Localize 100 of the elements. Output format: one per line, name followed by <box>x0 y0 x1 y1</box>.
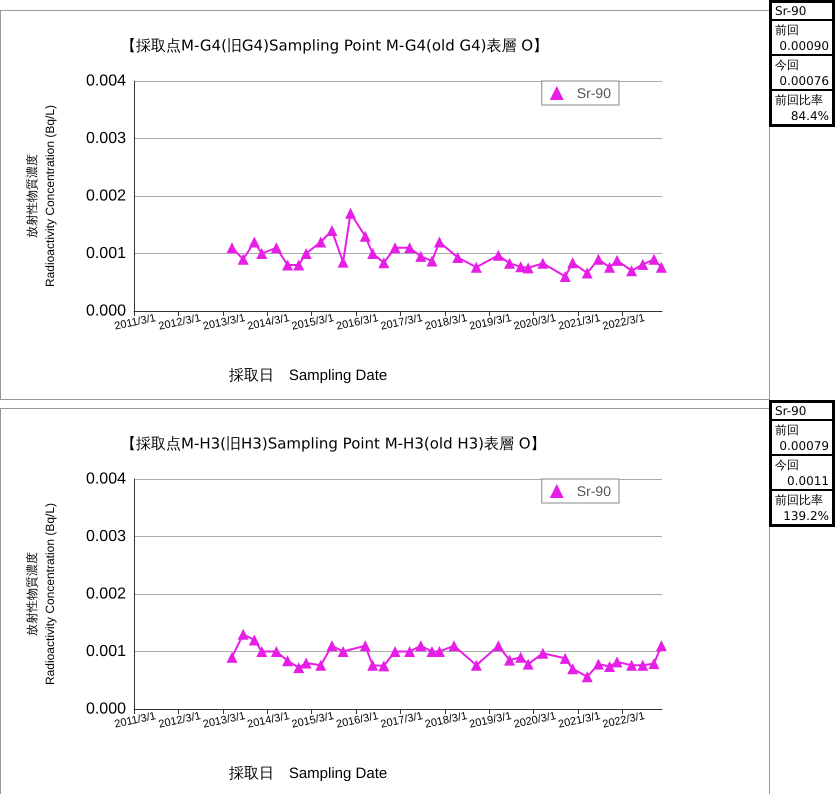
point <box>256 646 268 657</box>
point <box>626 265 638 276</box>
text: 84.4% <box>790 109 829 123</box>
point <box>404 646 416 657</box>
text: 前回比率 <box>775 492 824 509</box>
point <box>315 660 326 671</box>
text: 前回比率 <box>775 92 824 109</box>
text: 前回 <box>775 422 800 439</box>
x-tick-label: 2016/3/1 <box>335 710 380 731</box>
point <box>415 250 426 262</box>
point <box>626 660 638 671</box>
point <box>226 652 238 663</box>
x-tick-label: 2021/3/1 <box>557 312 602 333</box>
x-tick-label: 2019/3/1 <box>468 710 513 731</box>
point <box>367 248 378 259</box>
point <box>582 268 593 279</box>
point <box>326 640 338 652</box>
point <box>293 662 304 674</box>
x-axis-title: 採取日 Sampling Date <box>228 367 388 384</box>
point <box>522 262 534 274</box>
point <box>378 257 390 268</box>
point <box>238 254 249 265</box>
point <box>270 646 282 657</box>
point <box>415 640 426 652</box>
legend-label: Sr-90 <box>576 483 612 499</box>
point <box>492 250 504 261</box>
point <box>537 258 548 269</box>
y-tick-label: 0.004 <box>86 72 126 90</box>
y-tick-label: 0.001 <box>86 643 126 660</box>
x-tick-label: 2012/3/1 <box>157 312 202 333</box>
point <box>592 658 604 670</box>
point <box>567 257 578 268</box>
chart-title: 【採取点M-G4(旧G4)Sampling Point M-G4(old G4)表層 O】 <box>121 36 548 54</box>
point <box>390 646 401 657</box>
point <box>300 248 312 259</box>
point <box>515 652 526 663</box>
x-tick-label: 2020/3/1 <box>512 710 558 731</box>
point <box>390 242 401 254</box>
y-axis-title: 放射性物質濃度 Radioactivity Concentration (Bq/L) <box>25 502 57 686</box>
x-axis-title: 採取日 Sampling Date <box>228 765 388 782</box>
point <box>656 640 667 652</box>
y-tick-label: 0.003 <box>86 130 126 147</box>
point <box>637 258 648 270</box>
point <box>448 640 460 652</box>
point <box>648 658 660 670</box>
point <box>256 248 268 259</box>
point <box>452 252 464 264</box>
y-axis-title: 放射性物質濃度 Radioactivity Concentration (Bq/L) <box>25 104 57 288</box>
point <box>470 660 482 671</box>
y-tick-label: 0.004 <box>86 470 126 488</box>
point <box>656 262 667 273</box>
x-tick-label: 2014/3/1 <box>246 312 291 333</box>
point <box>300 658 312 668</box>
point <box>522 658 534 670</box>
text: 今回 <box>775 457 800 474</box>
point <box>434 236 445 248</box>
point <box>604 660 616 672</box>
point <box>470 262 482 273</box>
text: Sr-90 <box>772 403 832 421</box>
text: Sr-90 <box>772 3 832 21</box>
chart-title: 【採取点M-H3(旧H3)Sampling Point M-H3(old H3)表層 O】 <box>121 434 546 452</box>
point <box>293 260 304 270</box>
point <box>592 254 604 265</box>
point <box>338 256 349 268</box>
x-tick-label: 2018/3/1 <box>424 710 468 731</box>
text: 0.00079 <box>778 439 829 453</box>
y-tick-label: 0.000 <box>86 700 126 718</box>
x-tick-label: 2022/3/1 <box>601 312 646 333</box>
point <box>345 208 356 219</box>
point <box>504 654 516 666</box>
point <box>504 258 516 269</box>
point <box>315 236 326 248</box>
x-tick-label: 2020/3/1 <box>512 312 558 333</box>
point <box>282 655 294 666</box>
point <box>282 260 294 270</box>
legend-label: Sr-90 <box>576 85 612 101</box>
y-tick-label: 0.000 <box>86 302 126 320</box>
point <box>248 634 260 646</box>
point <box>360 230 371 242</box>
point <box>648 254 660 265</box>
x-tick-label: 2022/3/1 <box>601 710 646 731</box>
point <box>604 262 616 273</box>
y-tick-label: 0.002 <box>86 586 126 602</box>
point <box>326 225 338 236</box>
text: 前回 <box>775 22 800 39</box>
point <box>637 660 648 671</box>
x-tick-label: 2017/3/1 <box>379 312 424 333</box>
point <box>378 660 390 672</box>
point <box>226 242 238 254</box>
point <box>270 242 282 254</box>
point <box>560 271 571 282</box>
text: 139.2% <box>782 509 829 523</box>
point <box>612 254 623 266</box>
y-tick-label: 0.003 <box>86 528 126 545</box>
text: 0.00090 <box>778 39 829 53</box>
x-tick-label: 2017/3/1 <box>379 710 424 731</box>
text: 0.00076 <box>778 74 829 88</box>
text: 0.0011 <box>786 474 829 488</box>
x-tick-label: 2015/3/1 <box>290 312 335 333</box>
point <box>238 628 249 640</box>
